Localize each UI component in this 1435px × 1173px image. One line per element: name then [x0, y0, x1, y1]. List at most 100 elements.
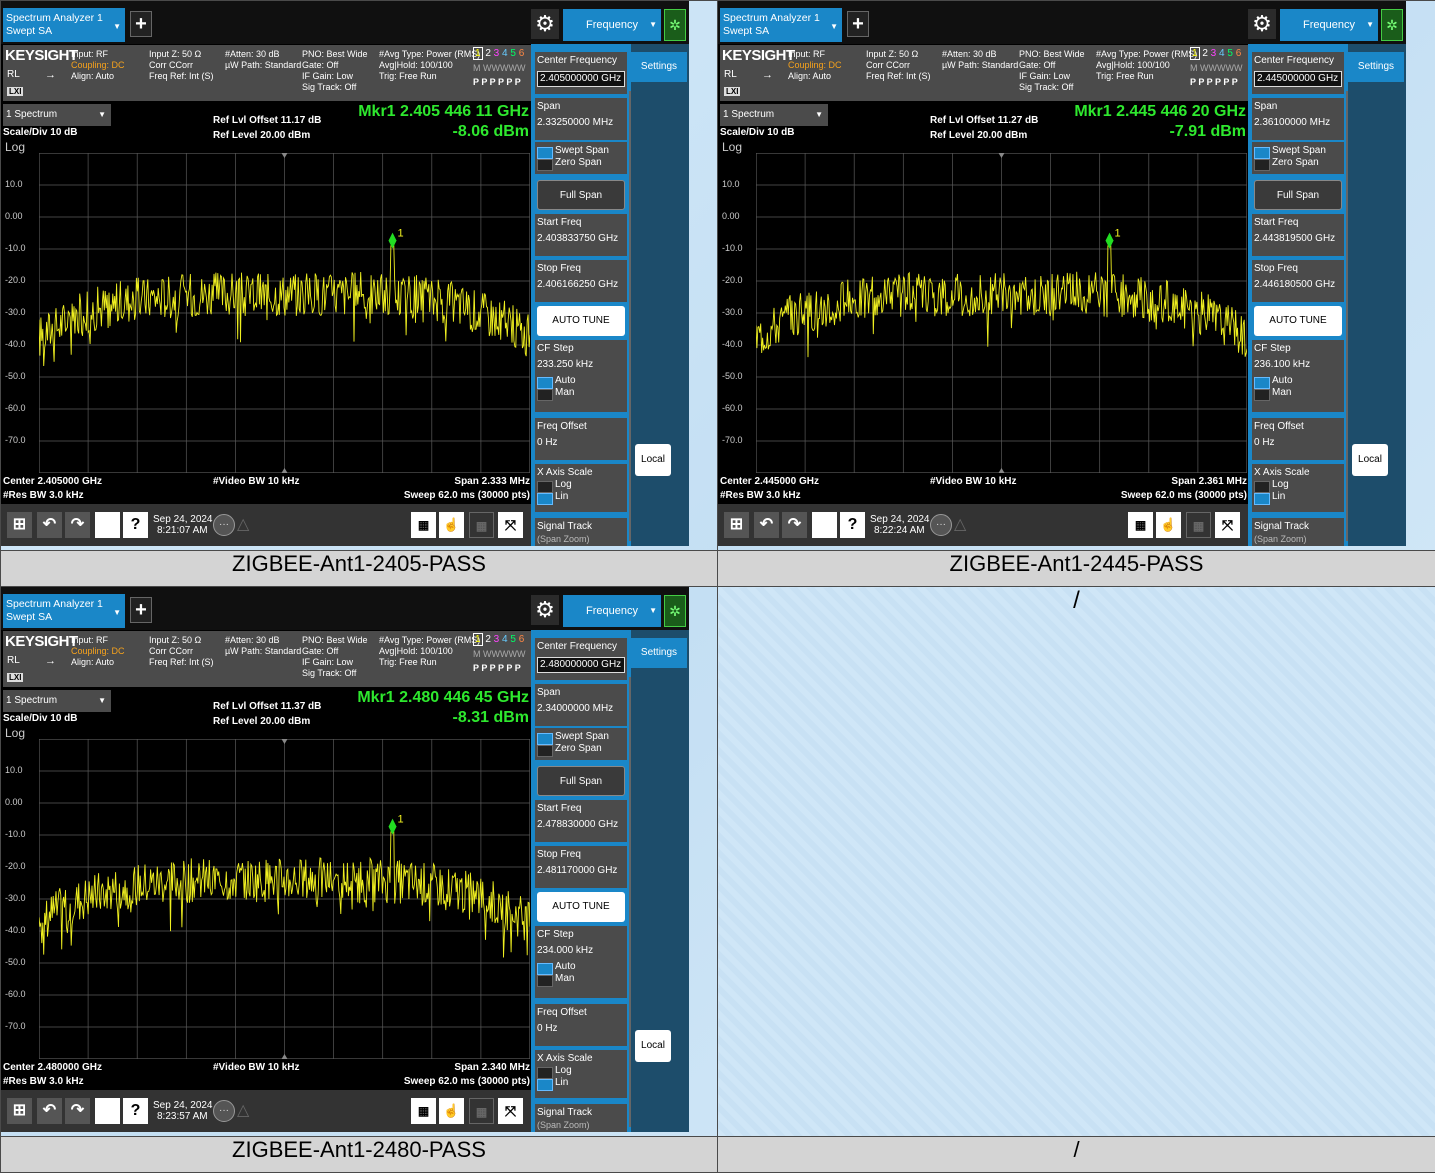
settings-tab[interactable]: Settings: [631, 638, 687, 668]
touch-icon[interactable]: ☝: [439, 512, 464, 538]
x-axis-lin-option[interactable]: Lin: [537, 1077, 625, 1091]
local-button[interactable]: Local: [635, 1030, 671, 1062]
settings-tab[interactable]: Settings: [631, 52, 687, 82]
auto-tune-button[interactable]: AUTO TUNE: [537, 892, 625, 922]
redo-icon[interactable]: ↷: [65, 512, 90, 538]
full-span-button[interactable]: Full Span: [537, 766, 625, 796]
marker-1-diamond-icon[interactable]: [1105, 232, 1114, 249]
cf-step-button[interactable]: CF Step 234.000 kHz Auto Man: [535, 926, 627, 998]
add-screen-button[interactable]: +: [130, 597, 152, 623]
zero-span-option[interactable]: Zero Span: [537, 157, 625, 171]
zero-span-option[interactable]: Zero Span: [537, 743, 625, 757]
multi-window-icon[interactable]: ▦: [469, 512, 494, 538]
span-type-toggle[interactable]: Swept Span Zero Span: [535, 142, 627, 174]
zoom-fullscreen-icon[interactable]: ⤧: [1215, 512, 1240, 538]
analyzer-tab[interactable]: Spectrum Analyzer 1 Swept SA ▼: [3, 8, 125, 42]
span-type-toggle[interactable]: Swept Span Zero Span: [1252, 142, 1344, 174]
multi-window-icon[interactable]: ▦: [1186, 512, 1211, 538]
freq-offset-button[interactable]: Freq Offset 0 Hz: [535, 418, 627, 460]
windows-icon[interactable]: ⊞: [724, 512, 749, 538]
panel-scrollbar[interactable]: [629, 91, 631, 541]
windows-icon[interactable]: ⊞: [7, 1098, 32, 1124]
undo-icon[interactable]: ↶: [37, 512, 62, 538]
center-frequency-button[interactable]: Center Frequency 2.405000000 GHz: [535, 52, 627, 94]
local-button[interactable]: Local: [635, 444, 671, 476]
span-button[interactable]: Span 2.34000000 MHz: [535, 684, 627, 726]
x-axis-log-option[interactable]: Log: [537, 1065, 625, 1079]
x-axis-log-option[interactable]: Log: [1254, 479, 1342, 493]
span-button[interactable]: Span 2.36100000 MHz: [1252, 98, 1344, 140]
zoom-fullscreen-icon[interactable]: ⤧: [498, 512, 523, 538]
analyzer-tab[interactable]: Spectrum Analyzer 1 Swept SA ▼: [720, 8, 842, 42]
frequency-menu-button[interactable]: Frequency ▼: [1280, 9, 1378, 41]
gear-icon[interactable]: ⚙: [531, 595, 559, 625]
message-icon[interactable]: ···: [213, 514, 235, 536]
signal-track-button[interactable]: Signal Track (Span Zoom): [535, 1104, 627, 1132]
span-type-toggle[interactable]: Swept Span Zero Span: [535, 728, 627, 760]
cf-step-button[interactable]: CF Step 236.100 kHz Auto Man: [1252, 340, 1344, 412]
cf-step-auto-option[interactable]: Auto: [537, 375, 625, 389]
cf-step-man-option[interactable]: Man: [1254, 387, 1342, 401]
spectrum-plot[interactable]: 1: [39, 739, 530, 1059]
windows-icon[interactable]: ⊞: [7, 512, 32, 538]
center-frequency-value[interactable]: 2.405000000 GHz: [537, 71, 625, 87]
panel-scrollbar[interactable]: [629, 677, 631, 1127]
gear-icon[interactable]: ⚙: [1248, 9, 1276, 39]
freq-offset-button[interactable]: Freq Offset 0 Hz: [1252, 418, 1344, 460]
keypad-icon[interactable]: ▦: [1128, 512, 1153, 538]
keypad-icon[interactable]: ▦: [411, 1098, 436, 1124]
center-frequency-button[interactable]: Center Frequency 2.480000000 GHz: [535, 638, 627, 680]
help-icon[interactable]: ?: [123, 1098, 148, 1124]
x-axis-lin-option[interactable]: Lin: [537, 491, 625, 505]
center-frequency-value[interactable]: 2.445000000 GHz: [1254, 71, 1342, 87]
frequency-menu-button[interactable]: Frequency ▼: [563, 9, 661, 41]
message-icon[interactable]: ···: [930, 514, 952, 536]
stop-freq-button[interactable]: Stop Freq 2.481170000 GHz: [535, 846, 627, 888]
spectrum-plot[interactable]: 1: [39, 153, 530, 473]
start-freq-button[interactable]: Start Freq 2.443819500 GHz: [1252, 214, 1344, 256]
cf-step-button[interactable]: CF Step 233.250 kHz Auto Man: [535, 340, 627, 412]
x-axis-scale-button[interactable]: X Axis Scale Log Lin: [535, 464, 627, 512]
full-span-button[interactable]: Full Span: [1254, 180, 1342, 210]
help-icon[interactable]: ?: [840, 512, 865, 538]
center-frequency-button[interactable]: Center Frequency 2.445000000 GHz: [1252, 52, 1344, 94]
swept-span-option[interactable]: Swept Span: [537, 145, 625, 159]
stop-freq-button[interactable]: Stop Freq 2.446180500 GHz: [1252, 260, 1344, 302]
undo-icon[interactable]: ↶: [37, 1098, 62, 1124]
multi-window-icon[interactable]: ▦: [469, 1098, 494, 1124]
panel-scrollbar[interactable]: [1346, 91, 1348, 541]
help-icon[interactable]: ?: [123, 512, 148, 538]
stop-freq-button[interactable]: Stop Freq 2.406166250 GHz: [535, 260, 627, 302]
auto-tune-button[interactable]: AUTO TUNE: [1254, 306, 1342, 336]
cf-step-auto-option[interactable]: Auto: [1254, 375, 1342, 389]
cf-step-auto-option[interactable]: Auto: [537, 961, 625, 975]
add-screen-button[interactable]: +: [847, 11, 869, 37]
start-freq-button[interactable]: Start Freq 2.478830000 GHz: [535, 800, 627, 842]
signal-track-button[interactable]: Signal Track (Span Zoom): [1252, 518, 1344, 546]
window-mode-dropdown[interactable]: 1 Spectrum ▼: [3, 690, 111, 712]
start-freq-button[interactable]: Start Freq 2.403833750 GHz: [535, 214, 627, 256]
marker-1-diamond-icon[interactable]: [388, 818, 397, 835]
undo-icon[interactable]: ↶: [754, 512, 779, 538]
frequency-menu-button[interactable]: Frequency ▼: [563, 595, 661, 627]
analyzer-tab[interactable]: Spectrum Analyzer 1 Swept SA ▼: [3, 594, 125, 628]
local-button[interactable]: Local: [1352, 444, 1388, 476]
zoom-fullscreen-icon[interactable]: ⤧: [498, 1098, 523, 1124]
auto-tune-button[interactable]: AUTO TUNE: [537, 306, 625, 336]
marker-1-diamond-icon[interactable]: [388, 232, 397, 249]
freq-offset-button[interactable]: Freq Offset 0 Hz: [535, 1004, 627, 1046]
redo-icon[interactable]: ↷: [65, 1098, 90, 1124]
settings-tab[interactable]: Settings: [1348, 52, 1404, 82]
spectrum-plot[interactable]: 1: [756, 153, 1247, 473]
center-frequency-value[interactable]: 2.480000000 GHz: [537, 657, 625, 673]
full-span-button[interactable]: Full Span: [537, 180, 625, 210]
swept-span-option[interactable]: Swept Span: [537, 731, 625, 745]
gear-icon[interactable]: ⚙: [531, 9, 559, 39]
x-axis-log-option[interactable]: Log: [537, 479, 625, 493]
cf-step-man-option[interactable]: Man: [537, 387, 625, 401]
x-axis-scale-button[interactable]: X Axis Scale Log Lin: [535, 1050, 627, 1098]
window-mode-dropdown[interactable]: 1 Spectrum ▼: [720, 104, 828, 126]
keypad-icon[interactable]: ▦: [411, 512, 436, 538]
x-axis-lin-option[interactable]: Lin: [1254, 491, 1342, 505]
cf-step-man-option[interactable]: Man: [537, 973, 625, 987]
